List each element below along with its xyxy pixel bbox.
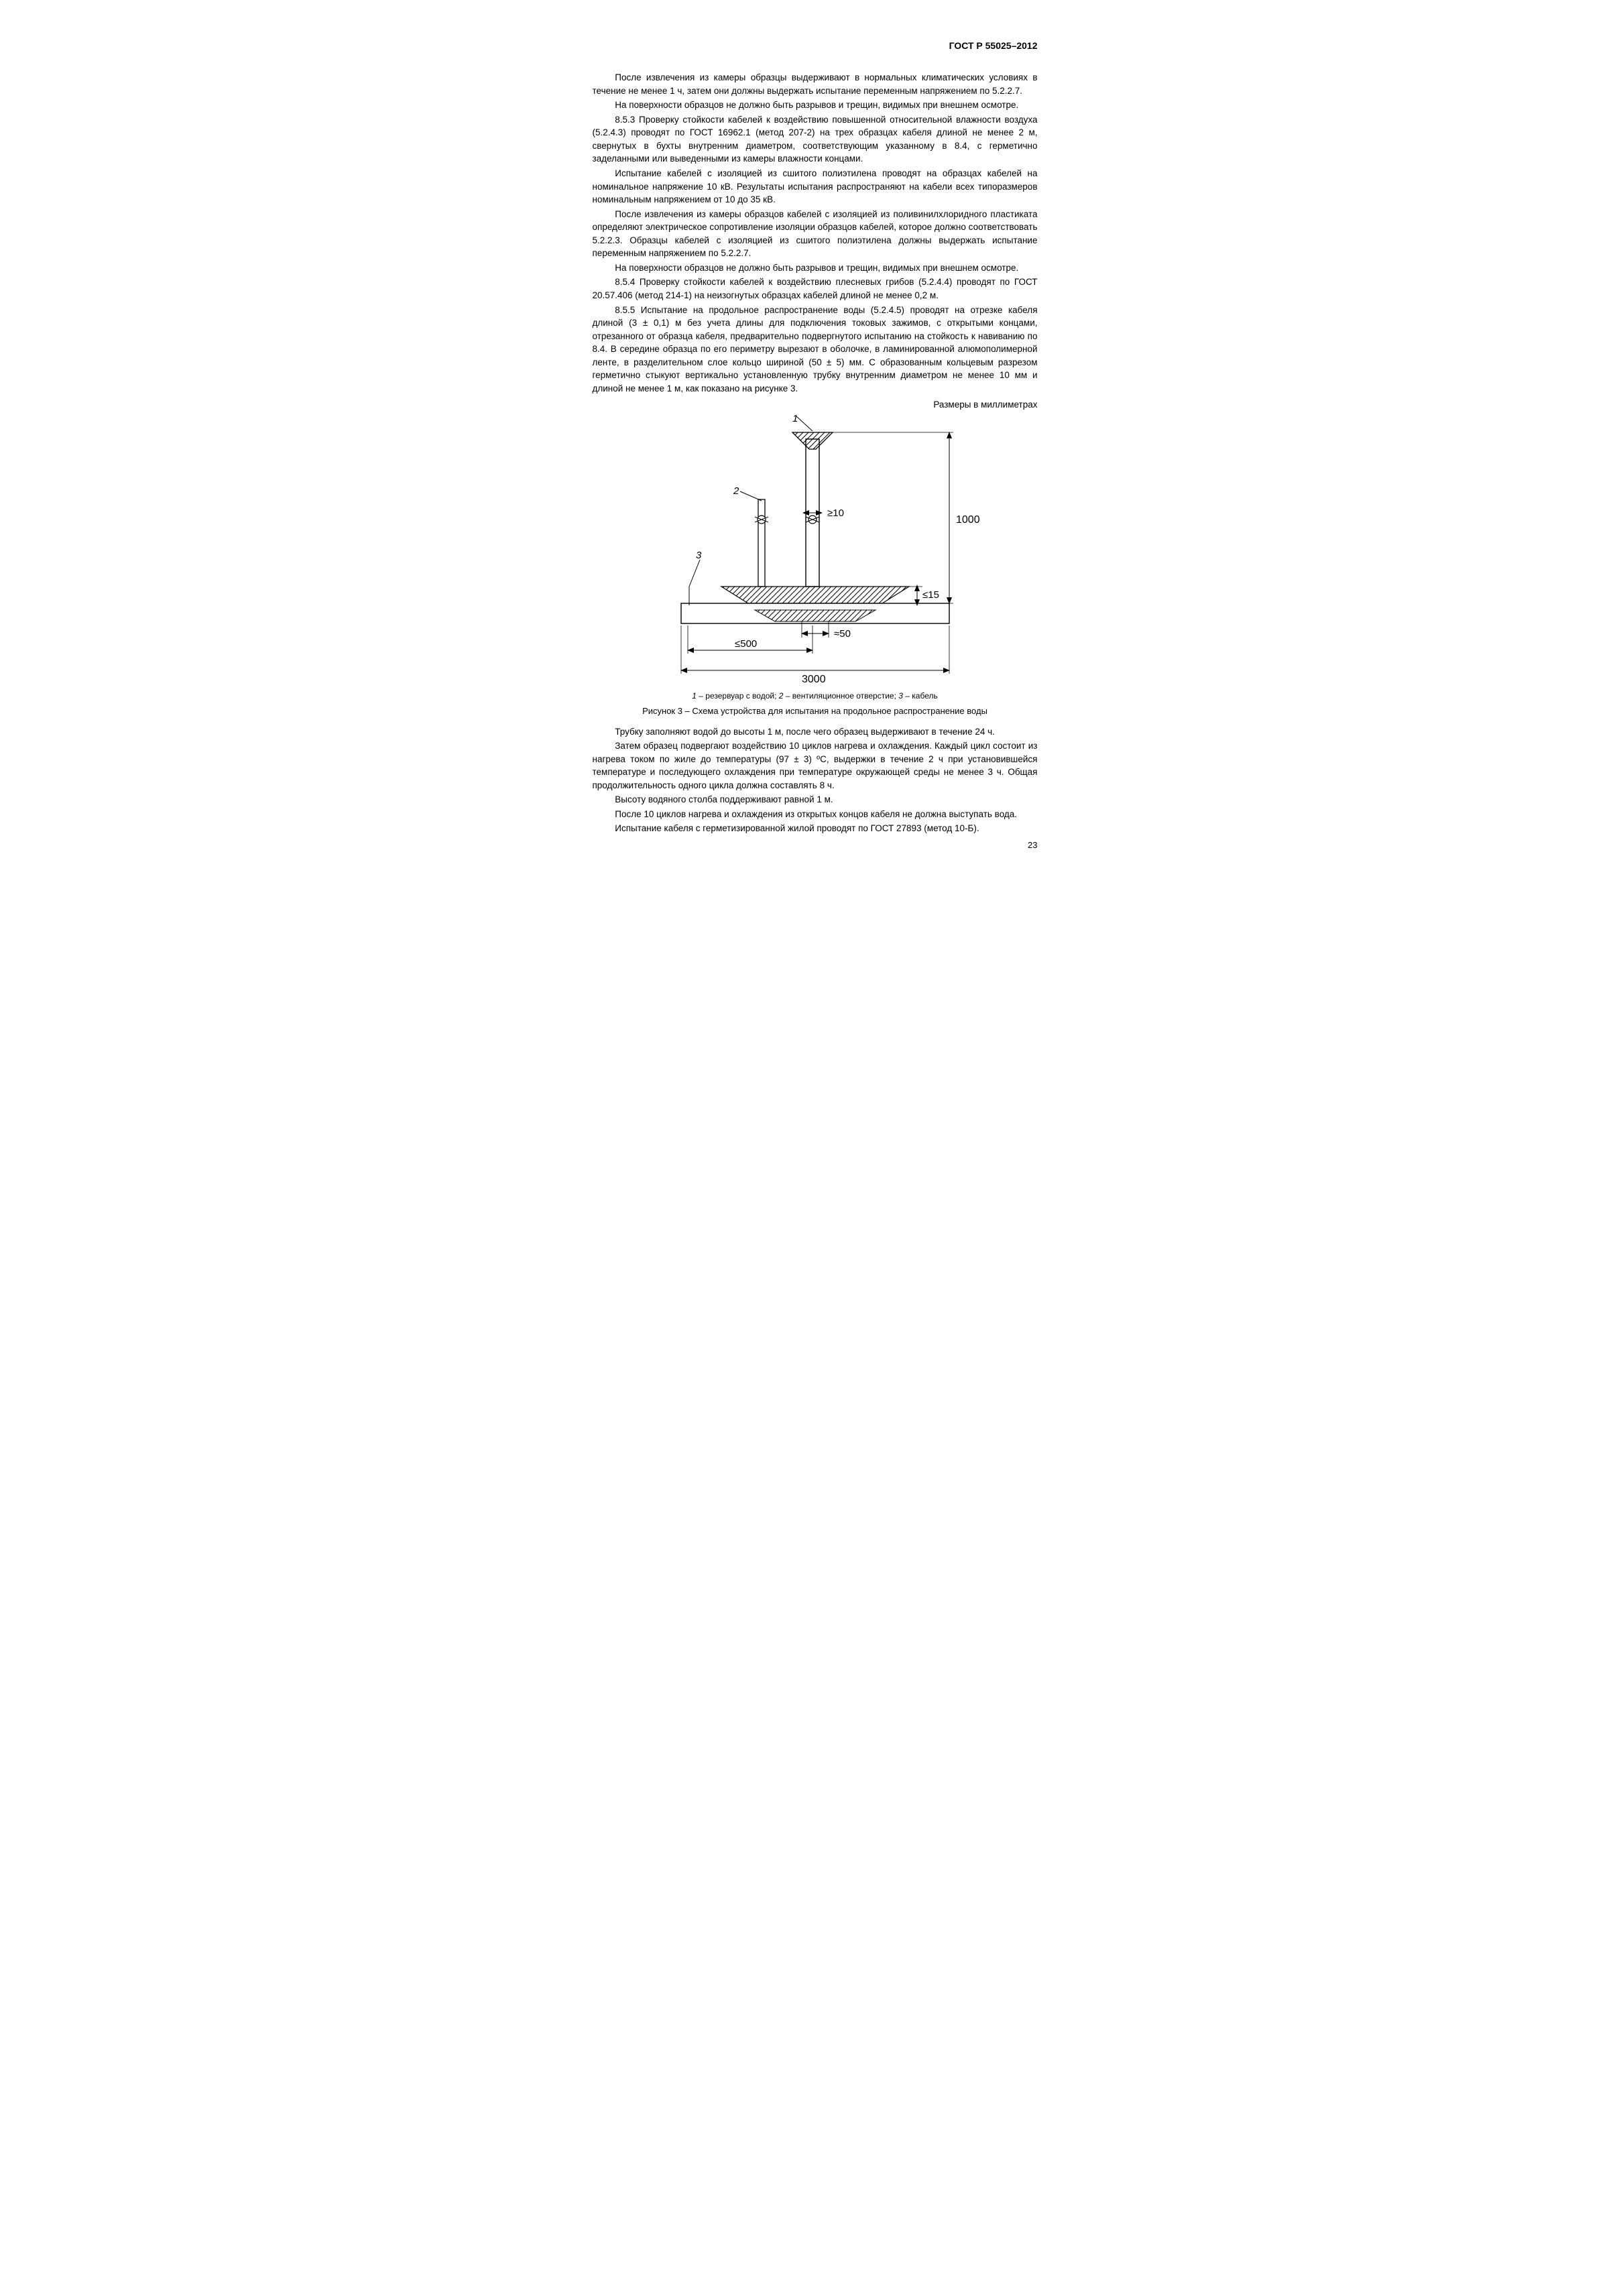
- paragraph: Испытание кабеля с герметизированной жил…: [593, 822, 1038, 835]
- legend-text: – резервуар с водой;: [697, 691, 779, 701]
- figure-caption: Рисунок 3 – Схема устройства для испытан…: [593, 706, 1038, 716]
- legend-num: 3: [898, 691, 903, 701]
- seal-mound: [721, 587, 909, 603]
- dim-50: ≈50: [802, 621, 851, 640]
- paragraph: 8.5.3 Проверку стойкости кабелей к возде…: [593, 113, 1038, 166]
- units-note: Размеры в миллиметрах: [593, 400, 1038, 410]
- reservoir: 1: [792, 413, 833, 587]
- figure-svg: 1 2 ≥10: [641, 412, 989, 687]
- legend-text: – кабель: [903, 691, 938, 701]
- paragraph: После 10 циклов нагрева и охлаждения из …: [593, 808, 1038, 821]
- callout-2: 2: [733, 485, 739, 497]
- dim-500: ≤500: [688, 625, 813, 654]
- svg-text:3000: 3000: [802, 674, 826, 685]
- page: ГОСТ Р 55025–2012 После извлечения из ка…: [546, 0, 1078, 863]
- legend-text: – вентиляционное отверстие;: [783, 691, 898, 701]
- svg-text:≈50: ≈50: [834, 628, 851, 640]
- paragraph: Высоту водяного столба поддерживают равн…: [593, 793, 1038, 806]
- svg-text:≤500: ≤500: [735, 638, 757, 650]
- paragraph: Испытание кабелей с изоляцией из сшитого…: [593, 167, 1038, 206]
- paragraph: 8.5.5 Испытание на продольное распростра…: [593, 304, 1038, 396]
- dim-3000: 3000: [681, 625, 949, 685]
- svg-text:≤15: ≤15: [922, 589, 939, 601]
- callout-1: 1: [792, 413, 798, 424]
- callout-3: 3: [696, 550, 702, 561]
- dim-le15: ≤15: [909, 585, 939, 605]
- dim-1000: 1000: [833, 432, 980, 603]
- paragraph: 8.5.4 Проверку стойкости кабелей к возде…: [593, 276, 1038, 302]
- svg-text:≥10: ≥10: [827, 507, 844, 519]
- page-number: 23: [1028, 840, 1037, 850]
- standard-code: ГОСТ Р 55025–2012: [593, 40, 1038, 51]
- vent-tube: 2: [733, 485, 768, 587]
- svg-text:1000: 1000: [956, 514, 980, 526]
- legend-num: 1: [692, 691, 697, 701]
- paragraph: Затем образец подвергают воздействию 10 …: [593, 739, 1038, 792]
- paragraph: После извлечения из камеры образцов кабе…: [593, 208, 1038, 260]
- figure-3: 1 2 ≥10: [593, 412, 1038, 687]
- paragraph: Трубку заполняют водой до высоты 1 м, по…: [593, 725, 1038, 739]
- paragraph: На поверхности образцов не должно быть р…: [593, 261, 1038, 275]
- paragraph: На поверхности образцов не должно быть р…: [593, 99, 1038, 112]
- figure-legend: 1 – резервуар с водой; 2 – вентиляционно…: [593, 691, 1038, 701]
- paragraph: После извлечения из камеры образцы выдер…: [593, 71, 1038, 97]
